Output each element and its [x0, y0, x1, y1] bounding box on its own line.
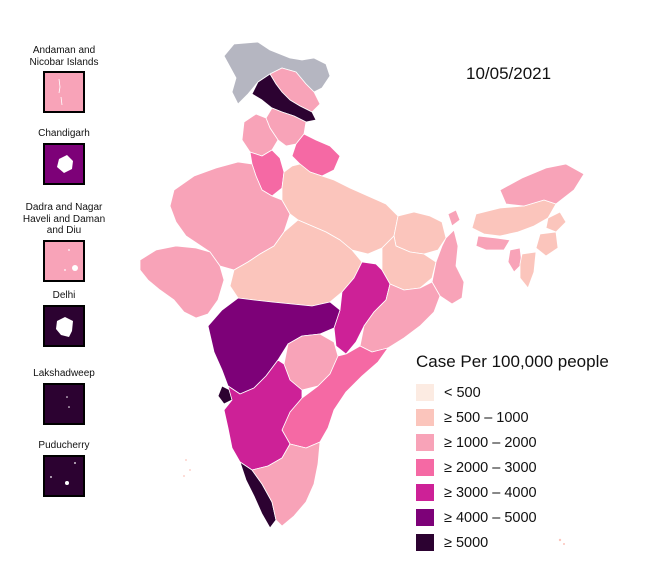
inset-label: Puducherry	[38, 440, 90, 451]
date-label: 10/05/2021	[466, 64, 552, 83]
legend-label: ≥ 4000 – 5000	[444, 509, 537, 526]
legend-swatch	[416, 534, 434, 551]
legend-item: ≥ 2000 – 3000	[416, 455, 656, 480]
inset-andaman-nicobar: Andaman and Nicobar Islands	[18, 45, 110, 113]
inset-puducherry: Puducherry	[18, 440, 110, 497]
inset-box	[43, 382, 85, 425]
inset-fill	[45, 73, 83, 111]
region-bihar	[393, 211, 447, 255]
legend: Case Per 100,000 people < 500 ≥ 500 – 10…	[416, 352, 656, 555]
inset-box	[43, 304, 85, 347]
legend-item: ≥ 5000	[416, 530, 656, 555]
legend-swatch	[416, 459, 434, 476]
inset-fill	[45, 384, 83, 423]
inset-lakshadweep: Lakshadweep	[18, 368, 110, 425]
inset-box	[43, 142, 85, 185]
legend-item: ≥ 4000 – 5000	[416, 505, 656, 530]
region-chhattisgarh	[333, 261, 391, 355]
region-uttarakhand	[291, 133, 341, 177]
inset-chandigarh: Chandigarh	[18, 128, 110, 185]
legend-swatch	[416, 509, 434, 526]
region-mizoram	[519, 251, 537, 289]
legend-swatch	[416, 434, 434, 451]
legend-swatch	[416, 384, 434, 401]
inset-label: Dadra and Nagar Haveli and Daman and Diu	[22, 202, 106, 236]
region-karnataka	[223, 359, 303, 471]
inset-label: Delhi	[52, 290, 76, 301]
legend-label: ≥ 2000 – 3000	[444, 459, 537, 476]
legend-item: < 500	[416, 380, 656, 405]
legend-label: ≥ 1000 – 2000	[444, 434, 537, 451]
island-specks	[183, 459, 565, 545]
legend-item: ≥ 1000 – 2000	[416, 430, 656, 455]
inset-label: Lakshadweep	[33, 368, 95, 379]
region-nagaland	[545, 211, 567, 233]
region-jammu-kashmir	[251, 73, 317, 123]
region-arunachal	[499, 163, 585, 207]
legend-item: ≥ 500 – 1000	[416, 405, 656, 430]
inset-fill	[45, 456, 83, 495]
legend-label: ≥ 5000	[444, 534, 489, 551]
legend-swatch	[416, 409, 434, 426]
inset-box	[43, 71, 85, 113]
region-gujarat	[139, 245, 225, 319]
inset-delhi: Delhi	[18, 290, 110, 347]
region-odisha	[359, 281, 441, 353]
inset-box	[43, 454, 85, 497]
inset-fill	[45, 241, 83, 280]
region-tamil-nadu	[251, 441, 321, 527]
legend-label: ≥ 500 – 1000	[444, 409, 529, 426]
legend-swatch	[416, 484, 434, 501]
inset-dadra-daman-diu: Dadra and Nagar Haveli and Daman and Diu	[18, 202, 110, 282]
inset-box	[43, 239, 85, 282]
legend-label: < 500	[444, 384, 481, 401]
inset-label: Andaman and Nicobar Islands	[29, 45, 99, 68]
inset-label: Chandigarh	[38, 128, 90, 139]
legend-item: ≥ 3000 – 4000	[416, 480, 656, 505]
region-manipur	[535, 231, 559, 257]
region-assam	[471, 199, 557, 237]
region-tripura	[507, 247, 523, 273]
legend-label: ≥ 3000 – 4000	[444, 484, 537, 501]
region-sikkim	[447, 209, 461, 227]
region-punjab	[241, 113, 279, 157]
legend-title: Case Per 100,000 people	[416, 352, 609, 371]
region-meghalaya	[475, 235, 511, 251]
